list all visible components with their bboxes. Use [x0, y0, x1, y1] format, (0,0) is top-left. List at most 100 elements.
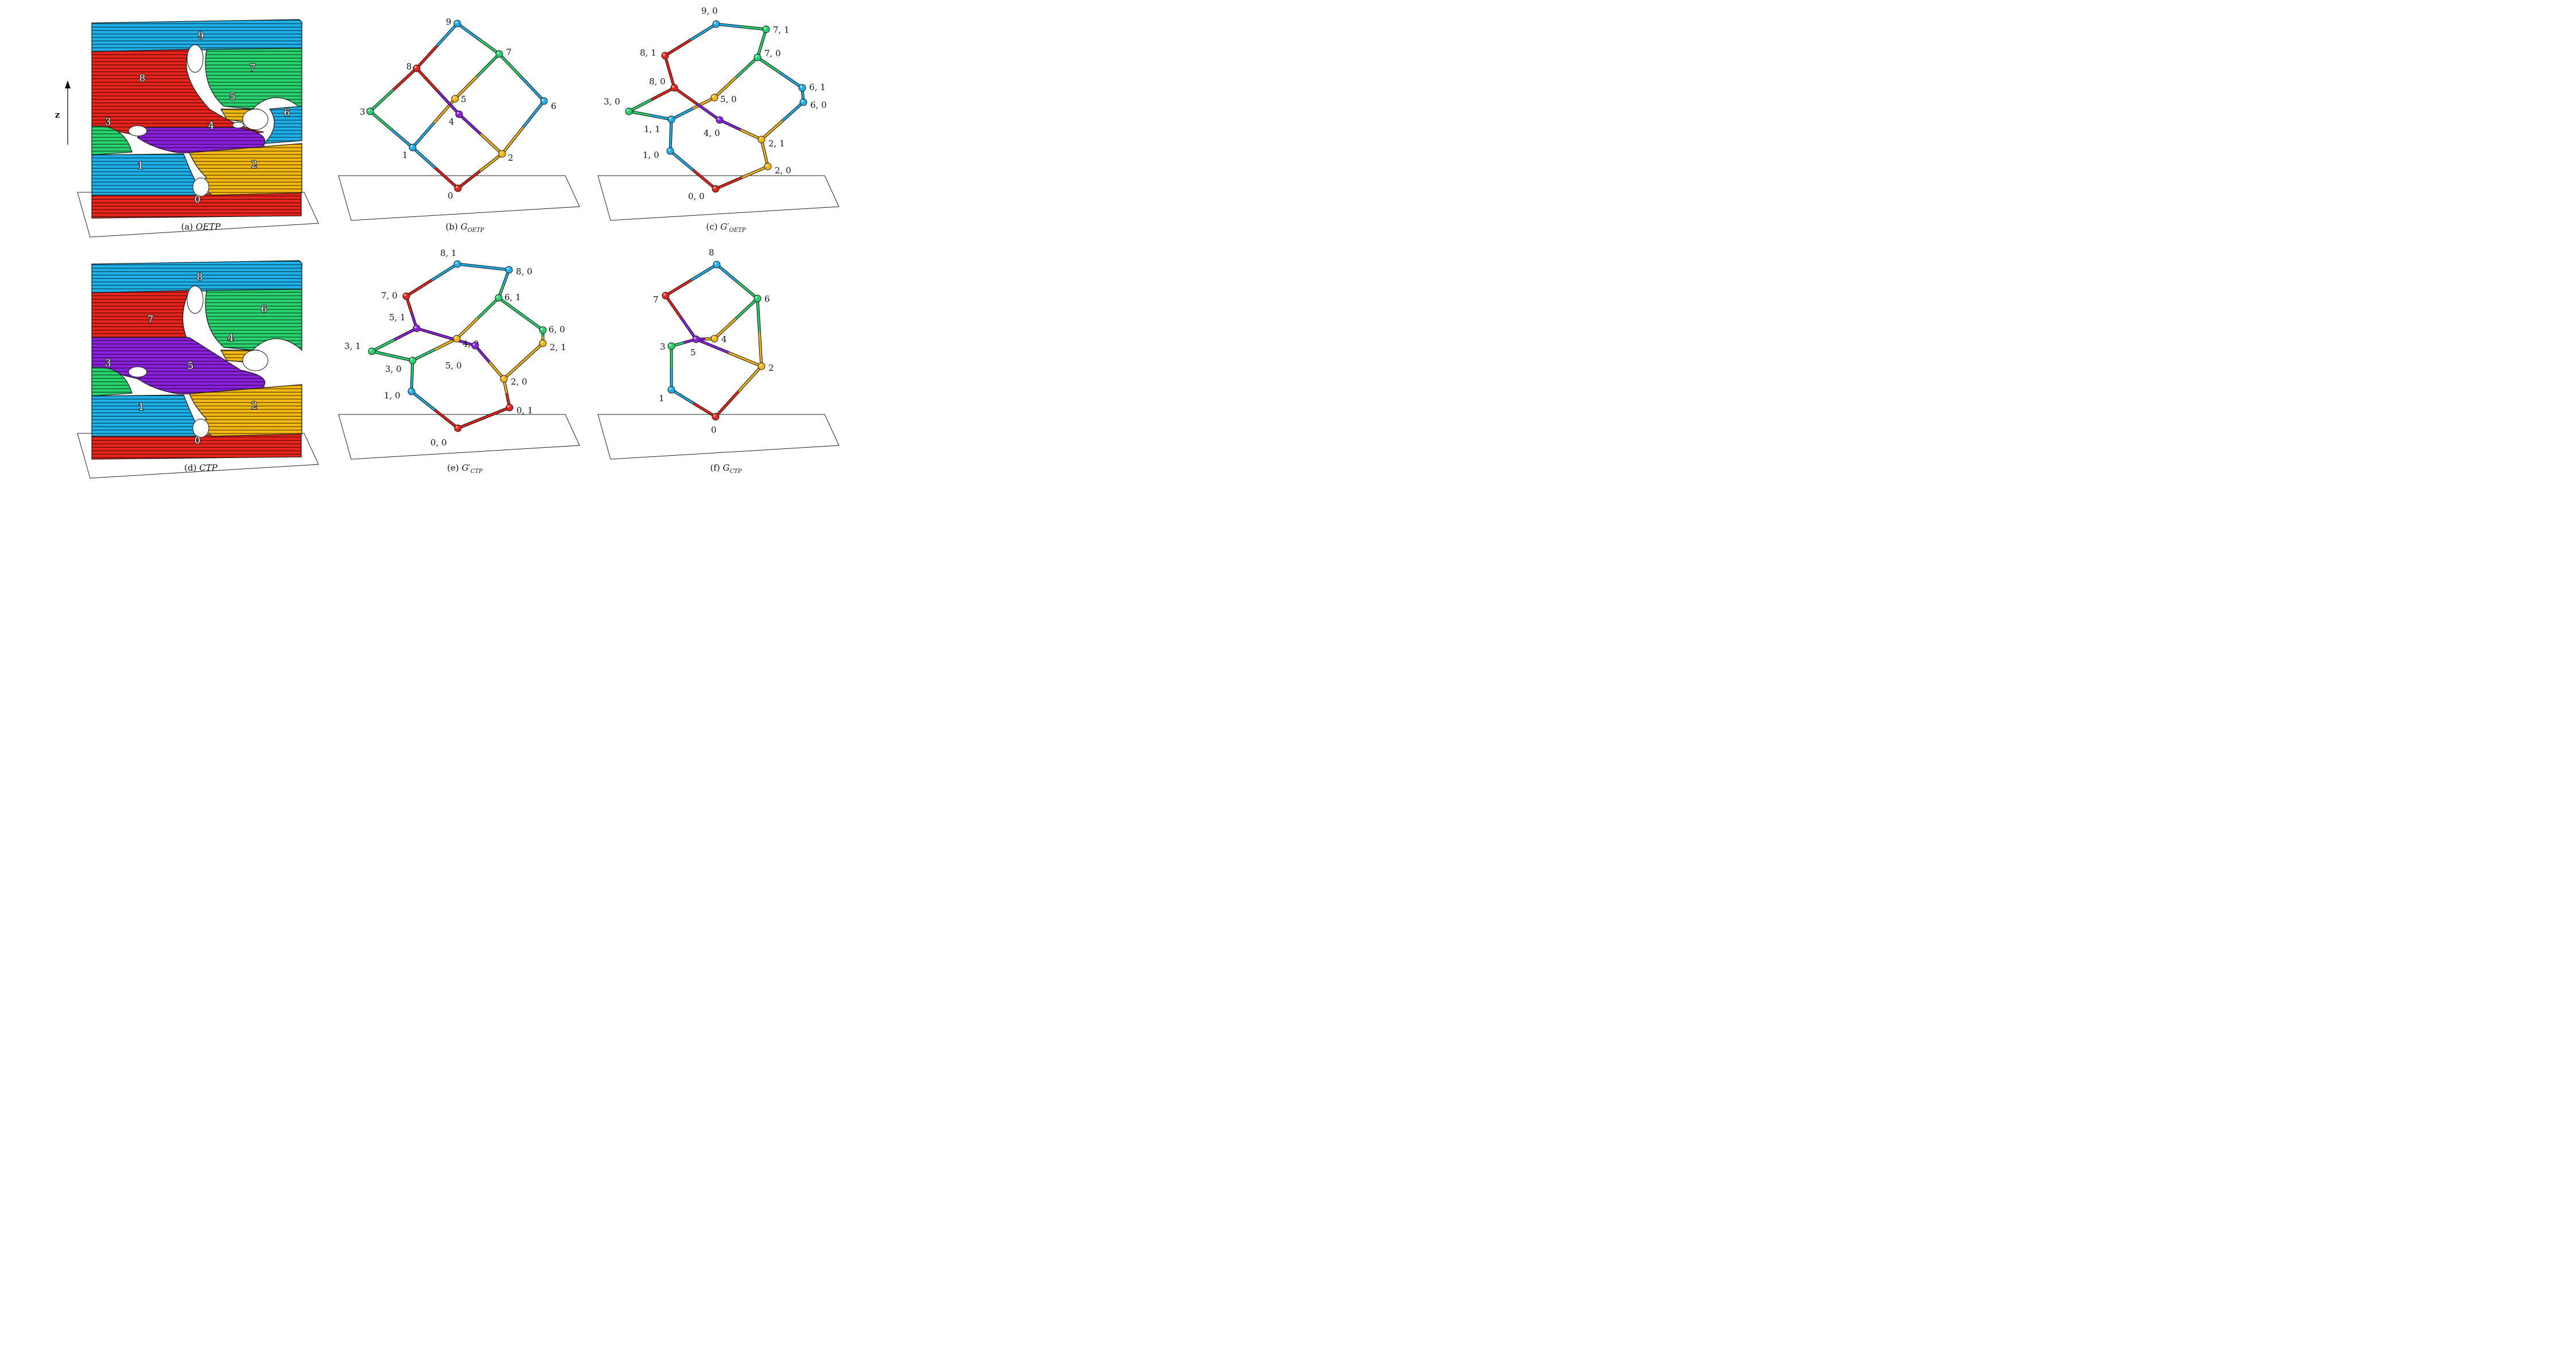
node-0 [454, 184, 462, 192]
node-3-1 [368, 347, 376, 355]
node-highlight [669, 117, 671, 119]
edge-half [628, 99, 652, 113]
edge-half [436, 22, 459, 47]
node-highlight [714, 262, 717, 265]
node-label: 3 [360, 107, 366, 117]
node-5 [692, 335, 700, 343]
node-label: 6 [764, 294, 770, 304]
node-highlight [454, 336, 457, 339]
caption-prefix: (a) [181, 222, 196, 232]
caption-prefix: (c) [706, 222, 720, 232]
node-highlight [409, 389, 411, 391]
build-plate [597, 175, 840, 221]
node-label: 2 [768, 363, 774, 373]
edge-half [779, 72, 803, 89]
edge-half [713, 76, 737, 99]
node-label: 4, 0 [704, 128, 720, 138]
edge-half [728, 352, 762, 367]
edge-half [416, 327, 446, 338]
edge-half [411, 122, 435, 148]
node-1-0 [407, 387, 415, 395]
node-highlight [502, 377, 504, 379]
node-highlight [404, 294, 406, 296]
z-axis-arrowhead [65, 80, 71, 88]
edge-half [735, 297, 759, 320]
z-axis-label: z [55, 110, 60, 120]
edge-half [476, 53, 500, 77]
node-2-1 [757, 135, 766, 144]
block-2-layers [189, 385, 302, 436]
node-highlight [455, 262, 457, 264]
node-label: 7 [506, 47, 512, 57]
node-highlight [541, 328, 543, 330]
void-hole [128, 125, 147, 137]
edge-half [522, 342, 544, 362]
node-highlight [717, 118, 720, 120]
block-3-layers [92, 126, 132, 155]
edge-half [370, 110, 392, 130]
node-highlight [672, 86, 674, 88]
caption-sub: OETP [729, 227, 746, 234]
node-5-0 [710, 94, 718, 102]
node-4 [710, 335, 718, 343]
block-top-layers [92, 20, 302, 52]
edge-half [411, 390, 436, 411]
block-6-layers [205, 289, 302, 350]
caption-d: (d) CTP [184, 463, 218, 473]
edge-half [458, 113, 481, 135]
node-label: 6, 1 [504, 292, 521, 303]
node-highlight [627, 109, 629, 111]
edge-half [692, 96, 715, 110]
edge-half [457, 263, 484, 268]
node-1 [409, 144, 417, 152]
edge-half [483, 406, 510, 419]
node-label: 8, 0 [516, 266, 533, 277]
node-label: 5, 0 [445, 360, 462, 371]
block-label-1: 1 [138, 160, 144, 172]
edge-half [740, 129, 762, 141]
panel-a-print: 9 8 7 5 3 4 6 1 2 0 [77, 19, 319, 238]
node-2 [498, 150, 506, 158]
node-7-1 [762, 25, 770, 33]
edge-half [369, 89, 394, 113]
block-6-layers [264, 106, 302, 144]
node-3-0 [625, 107, 633, 115]
edge-half [761, 120, 783, 141]
edge-half [445, 336, 476, 347]
node-9 [453, 20, 461, 28]
block-label-2: 2 [251, 400, 258, 412]
edge-half [665, 295, 682, 318]
void-hole [187, 44, 204, 73]
edge-half [715, 177, 743, 190]
node-highlight [410, 145, 413, 148]
node-0 [712, 413, 720, 421]
edge-half [690, 263, 717, 281]
edge-half [437, 90, 460, 115]
node-highlight [801, 100, 803, 102]
node-highlight [712, 336, 714, 339]
edge-half [670, 150, 694, 171]
node-6 [753, 294, 761, 303]
node-highlight [800, 86, 802, 88]
node-label: 2, 1 [768, 138, 785, 149]
node-label: 6, 1 [809, 82, 826, 92]
node-label: 2, 1 [550, 342, 566, 352]
node-highlight [368, 109, 370, 111]
node-8-1 [453, 260, 461, 268]
node-highlight [663, 293, 666, 296]
edge-half [457, 22, 479, 40]
node-0-0 [712, 185, 720, 193]
edge-half [716, 263, 738, 282]
node-6-0 [799, 98, 807, 106]
edge-half [454, 75, 478, 100]
caption-prefix: (b) [446, 222, 461, 232]
node-label: 5, 0 [720, 94, 737, 104]
caption-main: CTP [199, 463, 217, 473]
edge-half [456, 317, 479, 340]
node-label: 1, 1 [644, 124, 660, 134]
edge-half [696, 103, 720, 121]
edge-half [736, 281, 758, 300]
node-7-0 [753, 53, 761, 61]
node-highlight [370, 349, 372, 351]
node-6 [540, 97, 548, 105]
